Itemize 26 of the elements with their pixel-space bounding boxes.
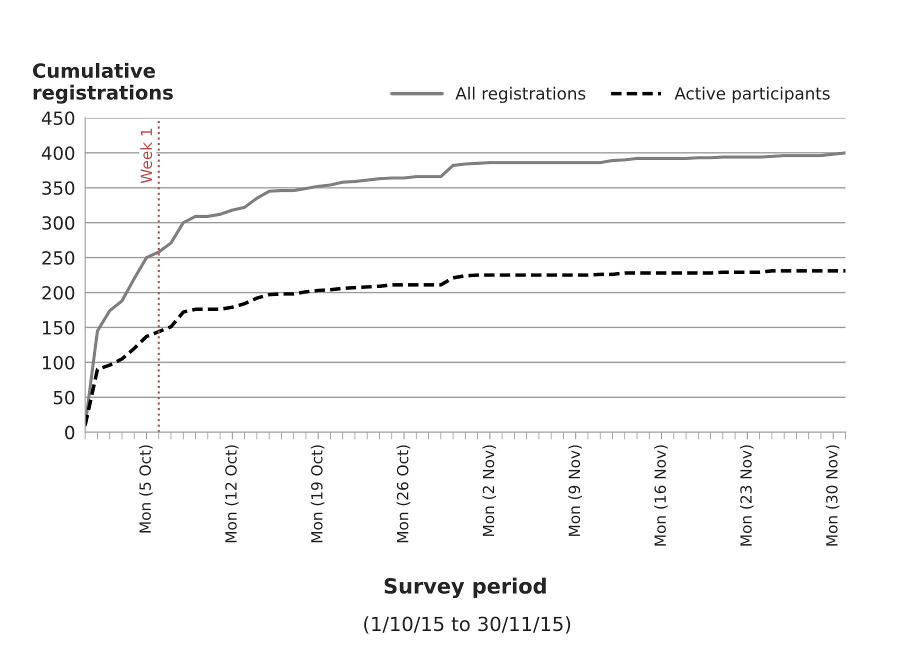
x-tick-label: Mon (23 Nov): [740, 445, 754, 546]
text: (1/10/15 to 30/11/15): [364, 616, 570, 634]
y-tick-label: 350: [42, 181, 74, 195]
y-tick-label: 300: [42, 216, 74, 230]
x-tick-label: Mon (5 Oct): [139, 445, 153, 533]
x-tick-label: Mon (2 Nov): [482, 445, 496, 536]
y-tick-label: 450: [42, 111, 74, 126]
y-tick-label: 0: [65, 426, 74, 440]
ref-line-label: Week 1: [140, 128, 152, 184]
y-tick-label: 150: [42, 320, 74, 335]
x-tick-label: Mon (30 Nov): [826, 445, 840, 546]
x-tick-label: Mon (26 Oct): [396, 445, 410, 542]
x-axis-title: Survey period: [384, 578, 546, 598]
x-tick-label: Mon (16 Nov): [654, 445, 668, 546]
x-tick-label: Mon (12 Oct): [224, 445, 239, 542]
chart-title: Cumulative registrations: [33, 62, 173, 104]
x-tick-label: Mon (9 Nov): [568, 445, 582, 536]
y-tick-label: 250: [42, 251, 74, 265]
y-tick-label: 100: [42, 356, 74, 370]
x-tick-label: Mon (19 Oct): [310, 445, 324, 542]
legend-label: All registrations: [455, 86, 586, 103]
y-tick-label: 200: [42, 286, 74, 300]
line-series: [85, 269, 846, 427]
legend-label: Active participants: [674, 86, 830, 103]
y-tick-label: 400: [42, 146, 74, 160]
y-tick-label: 50: [54, 390, 74, 404]
